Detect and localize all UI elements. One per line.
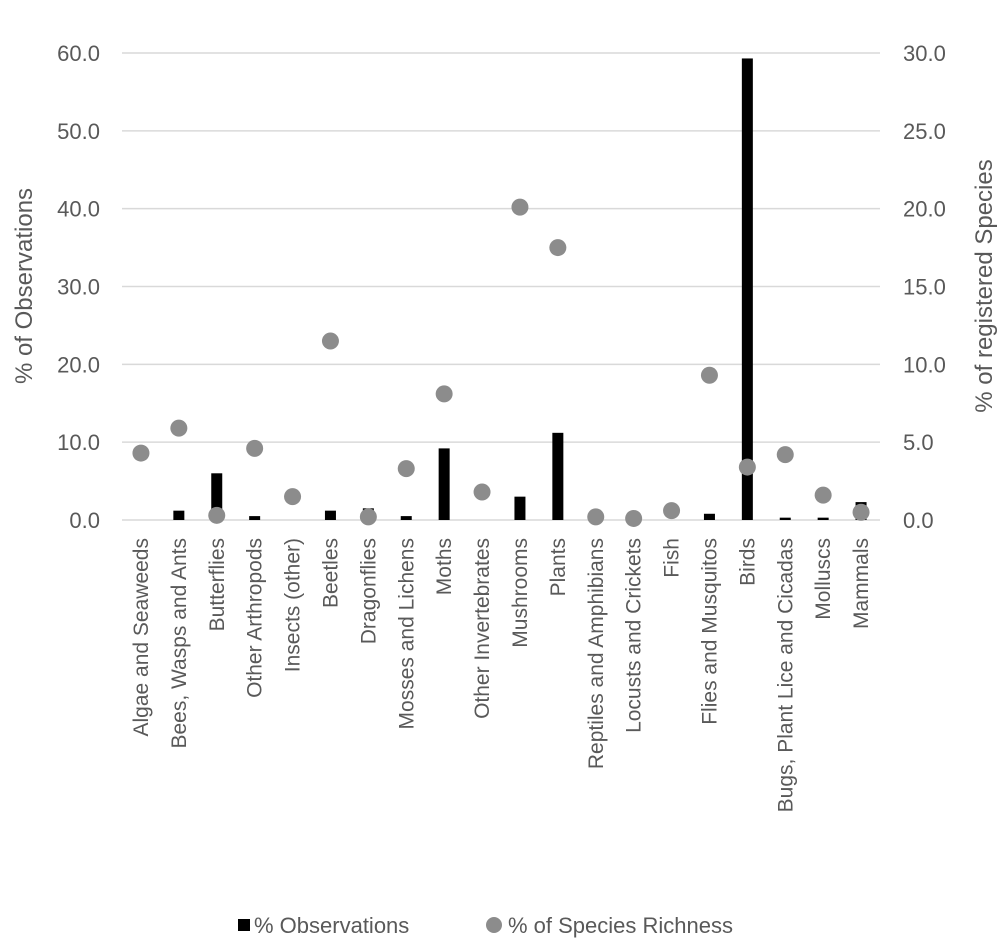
category-labels: Algae and Seaweeds Bees, Wasps and Ants Bu… [130, 538, 873, 812]
legend: % Observations % of Species Richness [238, 913, 733, 938]
left-tick-label: 10.0 [57, 430, 100, 455]
category-label: Bees, Wasps and Ants [168, 538, 191, 749]
category-label: Bugs, Plant Lice and Cicadas [774, 538, 797, 812]
species-richness-point [435, 385, 453, 403]
legend-swatch-species-richness [486, 917, 502, 933]
right-tick-label: 20.0 [903, 197, 946, 222]
category-label: Reptiles and Amphibians [585, 538, 608, 769]
left-axis-ticks: 0.0 10.0 20.0 30.0 40.0 50.0 60.0 [57, 41, 100, 533]
species-richness-point [625, 509, 643, 527]
category-label: Mushrooms [509, 538, 532, 648]
category-label: Moths [433, 538, 456, 595]
observation-bar [400, 516, 412, 520]
bar-series [173, 58, 867, 520]
observation-bar [552, 432, 564, 520]
left-axis-title: % of Observations [11, 188, 38, 384]
category-label: Plants [547, 538, 570, 596]
category-label: Birds [736, 538, 759, 586]
category-label: Mammals [850, 538, 873, 629]
category-label: Other Invertebrates [471, 538, 494, 719]
observation-bar [173, 510, 185, 520]
category-label: Butterflies [206, 538, 229, 631]
category-label: Other Arthropods [244, 538, 267, 698]
species-richness-point [738, 458, 756, 476]
observation-bar [324, 510, 336, 520]
category-label: Insects (other) [282, 538, 305, 672]
species-richness-point [511, 198, 529, 216]
left-tick-label: 60.0 [57, 41, 100, 66]
observation-bar [817, 517, 829, 520]
right-axis-ticks: 0.0 5.0 10.0 15.0 20.0 25.0 30.0 [903, 41, 946, 533]
category-label: Molluscs [812, 538, 835, 620]
right-tick-label: 5.0 [903, 430, 934, 455]
species-richness-point [359, 508, 377, 526]
species-richness-point [284, 488, 302, 506]
category-label: Fish [661, 538, 684, 578]
species-richness-point [587, 508, 605, 526]
species-richness-point [473, 483, 491, 501]
observation-bar [438, 448, 450, 520]
observation-bar [703, 513, 715, 520]
gridlines [122, 52, 880, 521]
observation-bar [741, 58, 753, 520]
legend-label-species-richness: % of Species Richness [508, 913, 733, 938]
right-axis-title: % of registered Species [971, 159, 998, 412]
dot-series [132, 198, 870, 527]
species-richness-point [700, 366, 718, 384]
legend-label-observations: % Observations [254, 913, 409, 938]
observation-bar [779, 517, 791, 520]
right-tick-label: 25.0 [903, 119, 946, 144]
observation-bar [514, 496, 526, 520]
left-tick-label: 0.0 [69, 508, 100, 533]
right-tick-label: 10.0 [903, 352, 946, 377]
species-richness-point [397, 460, 415, 478]
left-tick-label: 30.0 [57, 275, 100, 300]
observation-bar [211, 473, 223, 520]
species-richness-point [663, 502, 681, 520]
legend-swatch-observations [238, 919, 250, 931]
species-richness-point [208, 506, 226, 524]
species-richness-point [170, 419, 188, 437]
species-richness-point [814, 486, 832, 504]
category-label: Locusts and Crickets [623, 538, 646, 733]
species-richness-point [776, 446, 794, 464]
species-richness-point [321, 332, 339, 350]
species-richness-point [246, 439, 264, 457]
species-richness-point [132, 444, 150, 462]
right-tick-label: 15.0 [903, 275, 946, 300]
left-tick-label: 20.0 [57, 352, 100, 377]
category-label: Dragonflies [357, 538, 380, 644]
right-tick-label: 0.0 [903, 508, 934, 533]
left-tick-label: 50.0 [57, 119, 100, 144]
category-label: Flies and Musquitos [698, 538, 721, 725]
category-label: Algae and Seaweeds [130, 538, 153, 737]
species-richness-point [549, 239, 567, 257]
category-label: Mosses and Lichens [395, 538, 418, 729]
left-tick-label: 40.0 [57, 197, 100, 222]
category-label: Beetles [319, 538, 342, 608]
species-richness-point [852, 503, 870, 521]
observation-bar [249, 516, 261, 520]
right-tick-label: 30.0 [903, 41, 946, 66]
